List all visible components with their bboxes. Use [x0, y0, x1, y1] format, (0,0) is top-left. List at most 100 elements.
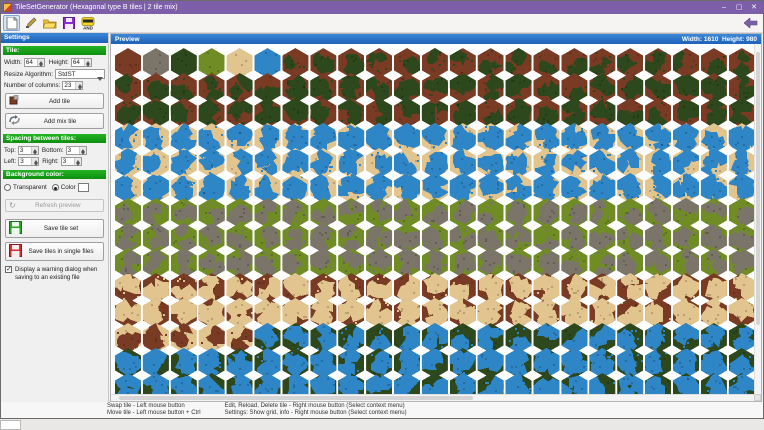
horizontal-scrollbar-thumb[interactable]: [119, 396, 473, 400]
spacing-left-arrows[interactable]: [31, 158, 39, 166]
spacing-right-label: Right:: [42, 158, 59, 165]
color-radio-label: Color: [60, 184, 76, 191]
resize-algorithm-value: StdST: [58, 70, 76, 78]
add-mix-tile-label: Add mix tile: [43, 117, 77, 125]
transparent-radio-label: Transparent: [13, 184, 47, 191]
mix-and-icon: AND: [81, 16, 95, 30]
tile-height-arrows[interactable]: [83, 59, 91, 67]
spacing-top-stepper[interactable]: 3: [17, 146, 39, 155]
refresh-preview-button[interactable]: ↻ Refresh preview: [5, 199, 104, 212]
add-tile-label: Add tile: [48, 97, 70, 105]
app-window: TileSetGenerator (Hexagonal type B tiles…: [0, 0, 764, 419]
refresh-icon: ↻: [9, 200, 16, 210]
number-of-columns-value: 23: [64, 82, 72, 89]
tile-group-header: Tile:: [3, 46, 106, 55]
background-color-swatch[interactable]: [77, 183, 89, 192]
preview-header-title: Preview: [115, 35, 140, 43]
spacing-bottom-label: Bottom:: [41, 147, 64, 154]
maximize-button[interactable]: ▢: [735, 4, 743, 11]
tile-height-stepper[interactable]: 64: [70, 58, 92, 67]
add-mix-tile-button[interactable]: Add mix tile: [5, 113, 104, 129]
color-radio[interactable]: [51, 184, 59, 191]
spacing-bottom-value: 3: [67, 147, 72, 154]
save-tile-set-button[interactable]: Save tile set: [5, 219, 104, 238]
spacing-top-arrows[interactable]: [30, 147, 38, 155]
help-settings: Settings: Show grid, info - Right mouse …: [224, 410, 407, 416]
open-folder-icon: [42, 18, 57, 29]
edit-tile-button[interactable]: [22, 15, 39, 31]
spacing-top-value: 3: [19, 147, 24, 154]
spacing-right-arrows[interactable]: [73, 158, 81, 166]
help-move-tile: Move tile - Left mouse button + Ctrl: [107, 410, 201, 416]
preview-width-value: 1610: [703, 35, 719, 43]
status-help-bar: Swap tile - Left mouse button Move tile …: [1, 402, 763, 418]
number-of-columns-stepper[interactable]: 23: [62, 81, 84, 90]
settings-panel-header: Settings: [1, 33, 108, 43]
hex-tile-grid[interactable]: [111, 44, 754, 394]
new-tileset-button[interactable]: [3, 15, 20, 31]
pencil-icon: [25, 17, 37, 29]
preview-width-label: Width:: [681, 35, 703, 43]
tile-height-label: Height:: [48, 59, 69, 66]
purple-arrow-icon: [743, 18, 758, 28]
titlebar: TileSetGenerator (Hexagonal type B tiles…: [1, 1, 763, 14]
spacing-right-value: 3: [62, 158, 67, 165]
number-of-columns-label: Number of columns:: [4, 82, 61, 89]
scrollbar-corner: [754, 394, 761, 401]
tile-width-stepper[interactable]: 64: [23, 58, 45, 67]
warning-dialog-label: Display a warning dialog when saving to …: [15, 266, 98, 281]
save-tileset-button-toolbar[interactable]: [60, 15, 77, 31]
spacing-left-value: 3: [20, 158, 24, 165]
settings-panel: Settings Tile: Width: 64 Height: 64 Resi…: [1, 33, 109, 402]
exit-button[interactable]: [742, 15, 759, 31]
spacing-group-header: Spacing between tiles:: [3, 134, 106, 143]
help-edit-tile: Edit, Reload, Delete tile - Right mouse …: [224, 403, 405, 409]
tile-width-value: 64: [25, 59, 33, 66]
minimize-button[interactable]: –: [722, 4, 726, 11]
vertical-scrollbar[interactable]: [754, 44, 761, 394]
preview-height-label: Height:: [721, 35, 745, 43]
transparent-radio[interactable]: [4, 184, 11, 191]
background-window-fragment: [0, 420, 21, 430]
save-tiles-single-files-label: Save tiles in single files: [28, 248, 94, 255]
resize-algorithm-dropdown[interactable]: StdST: [55, 69, 105, 81]
spacing-top-label: Top:: [4, 147, 16, 154]
mix-and-icon-text: AND: [83, 25, 93, 30]
background-group-header: Background color:: [3, 170, 106, 179]
resize-algorithm-label: Resize Algorithm:: [4, 70, 53, 78]
close-button[interactable]: ✕: [751, 4, 757, 11]
new-document-icon: [6, 16, 18, 30]
horizontal-scrollbar[interactable]: [111, 394, 754, 401]
add-tile-icon: [9, 95, 19, 107]
toolbar: AND: [1, 14, 763, 33]
main-area: Settings Tile: Width: 64 Height: 64 Resi…: [1, 33, 763, 402]
spacing-left-stepper[interactable]: 3: [18, 157, 40, 166]
spacing-bottom-stepper[interactable]: 3: [65, 146, 87, 155]
preview-canvas[interactable]: [111, 44, 761, 401]
desktop-strip: [0, 419, 764, 430]
warning-dialog-checkbox[interactable]: [5, 266, 12, 275]
help-swap-tile: Swap tile - Left mouse button: [107, 403, 185, 409]
add-tile-button[interactable]: Add tile: [5, 93, 104, 109]
tile-width-arrows[interactable]: [36, 59, 44, 67]
save-floppy-icon: [62, 17, 75, 29]
number-of-columns-arrows[interactable]: [75, 82, 83, 90]
red-floppy-icon: [9, 244, 22, 259]
spacing-bottom-arrows[interactable]: [78, 147, 86, 155]
mix-and-button[interactable]: AND: [79, 15, 96, 31]
green-floppy-icon: [9, 221, 22, 236]
app-icon: [3, 3, 12, 12]
save-tile-set-label: Save tile set: [43, 225, 79, 232]
refresh-preview-label: Refresh preview: [35, 202, 81, 209]
open-tileset-button[interactable]: [41, 15, 58, 31]
spacing-left-label: Left:: [4, 158, 17, 165]
save-tiles-single-files-button[interactable]: Save tiles in single files: [5, 242, 104, 261]
tile-width-label: Width:: [4, 59, 22, 66]
tile-height-value: 64: [72, 59, 80, 66]
spacing-right-stepper[interactable]: 3: [60, 157, 82, 166]
vertical-scrollbar-thumb[interactable]: [756, 52, 760, 325]
preview-panel: Preview Width: 1610 Height: 980: [110, 33, 762, 402]
window-title: TileSetGenerator (Hexagonal type B tiles…: [15, 4, 178, 11]
preview-height-value: 980: [746, 35, 757, 43]
add-mix-tile-icon: [9, 115, 20, 127]
